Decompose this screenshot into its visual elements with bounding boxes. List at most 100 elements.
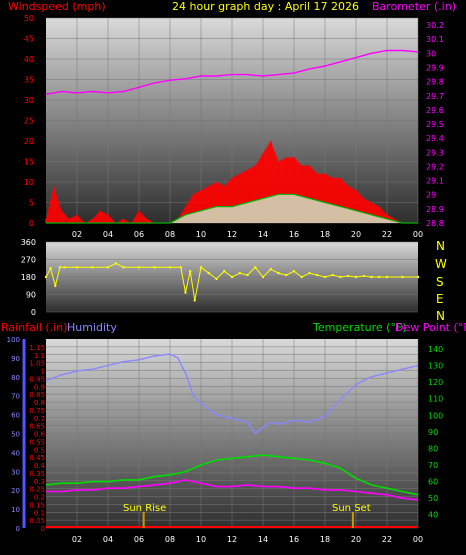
x-tick-label: 14 — [258, 535, 268, 544]
rainfall-tick-label: 0.5 — [34, 446, 45, 454]
windspeed-tick-label: 20 — [24, 137, 34, 146]
x-ticks: 02 04 06 08 10 12 14 16 18 20 22 00 — [72, 535, 423, 544]
rainfall-tick-label: 0.6 — [34, 431, 46, 439]
direction-point — [378, 275, 381, 279]
direction-tick-label: 90 — [26, 291, 36, 300]
barometer-tick-label: 29.9 — [426, 63, 444, 72]
humidity-tick-label: 20 — [11, 487, 20, 495]
barometer-tick-label: 29.5 — [426, 120, 444, 129]
direction-tick-label: 180 — [21, 273, 36, 282]
temperature-tick-label: 130 — [428, 362, 443, 371]
direction-point — [223, 269, 226, 273]
humidity-tick-label: 10 — [11, 506, 20, 514]
temperature-tick-label: 40 — [428, 511, 438, 520]
x-tick-label: 16 — [289, 230, 299, 239]
direction-point — [230, 275, 234, 279]
x-tick-label: 22 — [382, 230, 392, 239]
wind-low-line — [46, 193, 418, 224]
direction-tick-label: 270 — [21, 256, 36, 265]
x-tick-label: 06 — [134, 535, 144, 544]
x-tick-label: 08 — [165, 535, 175, 544]
direction-point — [254, 266, 257, 269]
windspeed-axis-label: Windspeed (mph) — [8, 0, 106, 13]
rainfall-axis-label: Rainfall (.in) — [1, 321, 68, 334]
x-tick-label: 20 — [351, 230, 361, 239]
windspeed-tick-label: 45 — [24, 35, 34, 44]
windspeed-tick-label: 50 — [24, 14, 34, 23]
rainfall-tick-label: 0.85 — [29, 391, 45, 399]
temperature-tick-label: 80 — [428, 444, 438, 453]
rainfall-tick-label: 1.1 — [34, 352, 45, 360]
direction-point — [323, 275, 327, 279]
barometer-tick-label: 29 — [426, 191, 436, 200]
rainfall-tick-label: 0.2 — [34, 494, 45, 502]
dewpoint-line — [46, 479, 419, 501]
x-tick-label: 04 — [103, 230, 113, 239]
x-tick-label: 22 — [382, 535, 392, 544]
x-tick-label: 06 — [134, 230, 144, 239]
direction-point — [137, 266, 141, 269]
direction-point — [277, 271, 280, 275]
windspeed-ticks: 0 5 10 15 20 25 30 35 40 45 50 — [24, 14, 34, 228]
humidity-tick-label: 50 — [11, 431, 20, 439]
barometer-tick-label: 29.8 — [426, 78, 444, 87]
chart-title: 24 hour graph day : April 17 2026 — [172, 0, 359, 13]
direction-point — [106, 266, 110, 269]
direction-point — [269, 268, 272, 271]
barometer-tick-label: 29.1 — [426, 177, 444, 186]
temperature-tick-label: 110 — [428, 395, 443, 404]
rainfall-tick-label: 1 — [41, 368, 45, 376]
direction-point — [339, 275, 342, 279]
compass-w: W — [435, 257, 447, 271]
x-tick-label: 20 — [351, 535, 361, 544]
temperature-humidity-panel: 00.050.10.150.20.250.30.350.40.450.50.55… — [7, 336, 444, 544]
barometer-tick-label: 30 — [426, 49, 436, 58]
temperature-ticks: 40 50 60 70 80 90 100 110 120 130 140 — [428, 345, 443, 520]
direction-point — [122, 266, 125, 269]
direction-point — [49, 267, 52, 270]
direction-point — [114, 262, 117, 265]
barometer-tick-label: 29.3 — [426, 148, 444, 157]
x-tick-label: 00 — [413, 230, 423, 239]
direction-point — [238, 271, 241, 275]
direction-point — [44, 275, 48, 279]
humidity-tick-label: 30 — [11, 468, 20, 476]
direction-point — [316, 273, 319, 277]
direction-point — [370, 275, 373, 279]
rainfall-tick-label: 1.15 — [29, 344, 45, 352]
temperature-tick-label: 60 — [428, 478, 438, 487]
temperature-axis-label: Temperature (°F) — [312, 321, 407, 334]
x-tick-label: 08 — [165, 230, 175, 239]
direction-line — [45, 262, 418, 301]
humidity-tick-label: 60 — [11, 412, 20, 420]
series-layer — [45, 49, 419, 224]
windspeed-tick-label: 10 — [24, 178, 34, 187]
windspeed-tick-label: 25 — [24, 117, 34, 126]
barometer-axis-label: Barometer (.in) — [372, 0, 456, 13]
temperature-tick-label: 50 — [428, 494, 438, 503]
direction-point — [188, 269, 192, 273]
direction-point — [308, 271, 311, 275]
direction-point — [300, 275, 303, 279]
x-tick-label: 00 — [413, 535, 423, 544]
direction-point — [179, 266, 183, 269]
barometer-tick-label: 29.2 — [426, 162, 444, 171]
x-tick-label: 12 — [227, 230, 237, 239]
direction-point — [207, 271, 210, 275]
rainfall-tick-label: 0.45 — [29, 454, 45, 462]
rainfall-tick-label: 0.95 — [29, 375, 45, 383]
compass-e: E — [436, 292, 444, 306]
rainfall-tick-label: 0.1 — [34, 509, 45, 517]
humidity-axis-label: Humidity — [67, 321, 117, 334]
barometer-tick-label: 30.2 — [426, 21, 444, 30]
windspeed-tick-label: 15 — [24, 158, 34, 167]
direction-ticks: 0 90 180 270 360 — [21, 238, 36, 317]
rainfall-tick-label: 0.3 — [34, 478, 45, 486]
barometer-tick-label: 28.8 — [426, 219, 444, 228]
barometer-tick-label: 30.1 — [426, 35, 444, 44]
rainfall-tick-label: 0.7 — [34, 415, 45, 423]
humidity-ticks: 0 10 20 30 40 50 60 70 80 90 100 — [7, 336, 26, 533]
rainfall-tick-label: 0 — [41, 525, 45, 533]
direction-point — [215, 277, 218, 281]
